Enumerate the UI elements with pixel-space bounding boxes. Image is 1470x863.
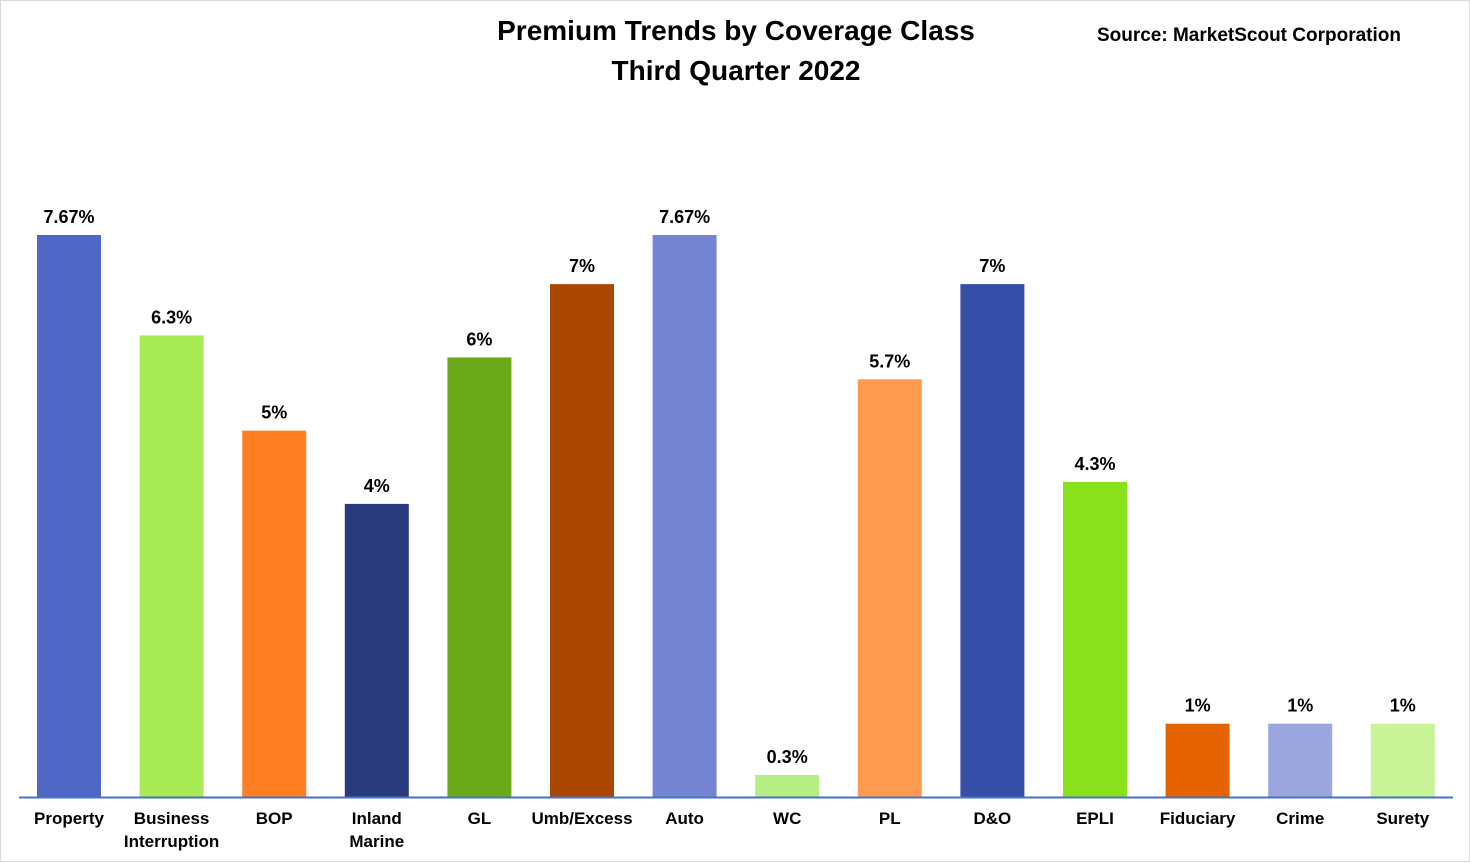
category-label-8: PL: [879, 809, 901, 828]
bar-2: [242, 430, 307, 797]
category-label-6: Auto: [665, 809, 704, 828]
bar-9: [960, 284, 1025, 798]
category-label-5: Umb/Excess: [531, 809, 632, 828]
category-label-13: Surety: [1376, 809, 1429, 828]
chart-subtitle: Third Quarter 2022: [611, 55, 861, 86]
data-label-0: 7.67%: [43, 207, 94, 227]
bar-6: [652, 235, 717, 797]
category-label-12: Crime: [1276, 809, 1324, 828]
data-label-10: 4.3%: [1074, 454, 1115, 474]
bar-12: [1268, 723, 1333, 797]
bar-4: [447, 357, 512, 797]
data-label-5: 7%: [569, 256, 595, 276]
source-note: Source: MarketScout Corporation: [1096, 25, 1401, 46]
bar-13: [1370, 723, 1435, 797]
category-label-1-1: Interruption: [124, 832, 219, 851]
data-label-3: 4%: [364, 476, 390, 496]
data-label-13: 1%: [1390, 696, 1416, 716]
category-label-2: BOP: [256, 809, 293, 828]
data-label-12: 1%: [1287, 696, 1313, 716]
category-label-3-1: Marine: [349, 832, 404, 851]
category-label-7: WC: [773, 809, 801, 828]
category-label-10: EPLI: [1076, 809, 1114, 828]
bar-10: [1063, 481, 1127, 797]
bar-8: [857, 379, 922, 797]
category-label-3-0: Inland: [352, 809, 402, 828]
category-label-9: D&O: [974, 809, 1012, 828]
bar-0: [37, 235, 101, 797]
data-label-7: 0.3%: [767, 747, 808, 767]
data-label-1: 6.3%: [151, 307, 192, 327]
bar-11: [1165, 723, 1230, 797]
category-label-11: Fiduciary: [1160, 809, 1236, 828]
data-label-2: 5%: [261, 403, 287, 423]
data-label-9: 7%: [979, 256, 1005, 276]
category-label-1-0: Business: [134, 809, 210, 828]
chart-title: Premium Trends by Coverage Class: [497, 15, 975, 46]
category-label-4: GL: [468, 809, 492, 828]
bar-7: [755, 775, 820, 797]
category-label-0: Property: [34, 809, 104, 828]
bar-5: [550, 284, 614, 798]
data-label-8: 5.7%: [869, 351, 910, 371]
data-label-11: 1%: [1185, 696, 1211, 716]
bar-1: [139, 335, 204, 797]
bar-3: [344, 503, 409, 797]
data-label-6: 7.67%: [659, 207, 710, 227]
data-label-4: 6%: [466, 329, 492, 349]
